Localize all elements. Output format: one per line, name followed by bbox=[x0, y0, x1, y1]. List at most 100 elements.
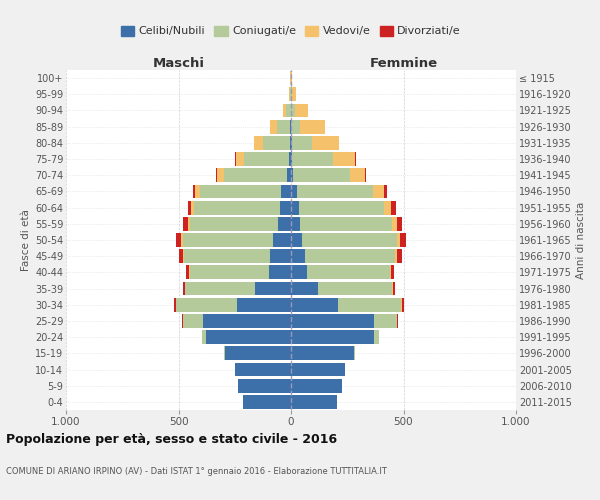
Bar bbox=[301, 120, 325, 134]
Bar bbox=[291, 233, 302, 247]
Bar bbox=[224, 346, 291, 360]
Bar bbox=[332, 152, 355, 166]
Text: Popolazione per età, sesso e stato civile - 2016: Popolazione per età, sesso e stato civil… bbox=[6, 432, 337, 446]
Bar bbox=[291, 282, 318, 296]
Bar bbox=[307, 266, 390, 280]
Bar bbox=[395, 250, 397, 263]
Bar bbox=[291, 314, 374, 328]
Y-axis label: Fasce di età: Fasce di età bbox=[20, 209, 31, 271]
Bar bbox=[237, 298, 291, 312]
Bar bbox=[289, 88, 290, 101]
Bar bbox=[255, 282, 291, 296]
Bar bbox=[338, 298, 401, 312]
Bar bbox=[263, 136, 290, 149]
Bar bbox=[176, 298, 237, 312]
Bar bbox=[235, 152, 236, 166]
Bar bbox=[244, 152, 289, 166]
Bar bbox=[291, 168, 293, 182]
Bar bbox=[400, 233, 406, 247]
Bar bbox=[397, 250, 403, 263]
Bar bbox=[193, 184, 196, 198]
Bar bbox=[291, 217, 300, 230]
Bar bbox=[235, 362, 291, 376]
Bar bbox=[217, 168, 223, 182]
Bar bbox=[292, 152, 332, 166]
Bar bbox=[190, 217, 277, 230]
Bar bbox=[183, 250, 184, 263]
Bar bbox=[397, 314, 398, 328]
Bar bbox=[293, 168, 349, 182]
Bar bbox=[354, 346, 355, 360]
Bar bbox=[270, 120, 277, 134]
Bar bbox=[391, 200, 395, 214]
Text: COMUNE DI ARIANO IRPINO (AV) - Dati ISTAT 1° gennaio 2016 - Elaborazione TUTTITA: COMUNE DI ARIANO IRPINO (AV) - Dati ISTA… bbox=[6, 468, 387, 476]
Bar bbox=[200, 184, 281, 198]
Bar bbox=[390, 266, 391, 280]
Bar bbox=[392, 282, 393, 296]
Text: Maschi: Maschi bbox=[152, 57, 205, 70]
Bar bbox=[182, 314, 183, 328]
Bar bbox=[183, 217, 187, 230]
Bar bbox=[385, 184, 387, 198]
Bar bbox=[290, 88, 291, 101]
Bar bbox=[269, 266, 291, 280]
Bar bbox=[291, 200, 299, 214]
Bar bbox=[280, 200, 291, 214]
Bar bbox=[312, 136, 339, 149]
Bar bbox=[289, 152, 291, 166]
Bar bbox=[299, 200, 385, 214]
Bar bbox=[191, 200, 194, 214]
Bar bbox=[305, 250, 395, 263]
Bar bbox=[189, 266, 190, 280]
Bar bbox=[176, 233, 181, 247]
Bar bbox=[291, 88, 292, 101]
Bar bbox=[365, 168, 367, 182]
Bar bbox=[291, 346, 354, 360]
Bar bbox=[205, 330, 291, 344]
Bar bbox=[318, 282, 392, 296]
Bar bbox=[292, 88, 296, 101]
Bar bbox=[291, 298, 338, 312]
Bar bbox=[181, 233, 183, 247]
Bar bbox=[373, 184, 385, 198]
Bar bbox=[393, 282, 395, 296]
Bar bbox=[291, 152, 292, 166]
Bar bbox=[273, 233, 291, 247]
Bar bbox=[223, 168, 287, 182]
Bar bbox=[349, 168, 365, 182]
Bar bbox=[374, 314, 397, 328]
Bar bbox=[183, 233, 273, 247]
Bar bbox=[236, 152, 244, 166]
Bar bbox=[173, 298, 176, 312]
Bar bbox=[300, 217, 392, 230]
Bar bbox=[391, 266, 394, 280]
Bar bbox=[295, 104, 308, 118]
Bar bbox=[290, 136, 291, 149]
Bar bbox=[202, 330, 205, 344]
Bar bbox=[238, 379, 291, 392]
Bar bbox=[254, 136, 263, 149]
Bar bbox=[291, 330, 374, 344]
Bar bbox=[187, 217, 190, 230]
Bar bbox=[397, 217, 403, 230]
Bar bbox=[283, 104, 286, 118]
Bar bbox=[296, 184, 373, 198]
Bar bbox=[292, 136, 312, 149]
Y-axis label: Anni di nascita: Anni di nascita bbox=[576, 202, 586, 278]
Bar bbox=[185, 282, 255, 296]
Bar bbox=[385, 200, 391, 214]
Bar bbox=[292, 120, 301, 134]
Bar bbox=[291, 266, 307, 280]
Bar bbox=[277, 217, 291, 230]
Bar bbox=[187, 200, 191, 214]
Bar bbox=[203, 314, 291, 328]
Bar bbox=[374, 330, 379, 344]
Legend: Celibi/Nubili, Coniugati/e, Vedovi/e, Divorziati/e: Celibi/Nubili, Coniugati/e, Vedovi/e, Di… bbox=[116, 21, 466, 41]
Bar bbox=[290, 120, 291, 134]
Bar bbox=[182, 282, 185, 296]
Bar bbox=[277, 120, 290, 134]
Bar bbox=[291, 362, 345, 376]
Bar bbox=[183, 314, 203, 328]
Bar bbox=[215, 168, 217, 182]
Bar bbox=[179, 250, 183, 263]
